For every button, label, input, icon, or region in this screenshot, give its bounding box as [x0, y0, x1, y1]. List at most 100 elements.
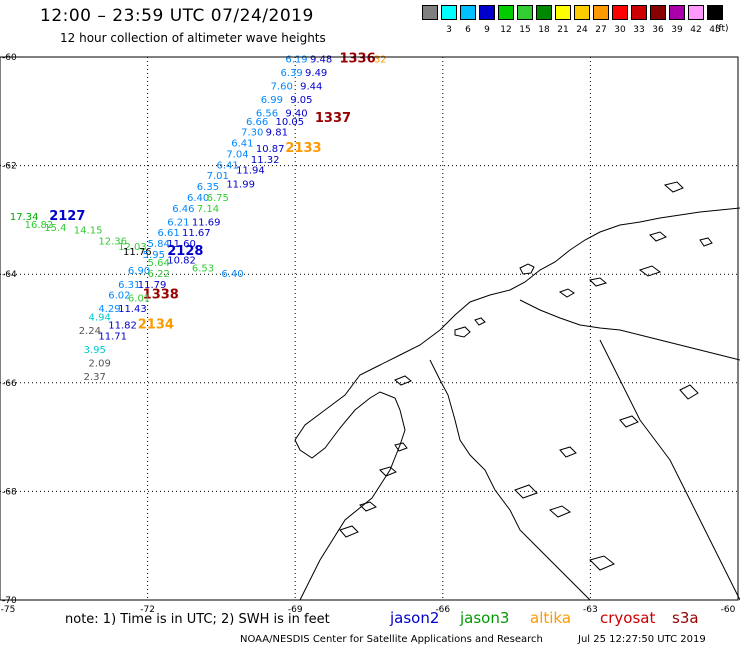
legend-level-label: 45	[709, 25, 721, 35]
wave-height-label: 6.39	[280, 68, 302, 79]
wave-height-label: 2127	[49, 209, 85, 224]
legend-swatch	[517, 5, 533, 20]
legend-swatch	[422, 5, 438, 20]
lon-tick-label: -63	[583, 605, 598, 615]
wave-height-label: 6.41	[231, 139, 253, 150]
wave-height-label: 3.95	[84, 345, 106, 356]
legend-level-label: 12	[500, 25, 512, 35]
page-title: 12:00 – 23:59 UTC 07/24/2019	[40, 6, 314, 26]
legend-swatch	[612, 5, 628, 20]
wave-height-label: 11.67	[182, 228, 211, 239]
wave-height-label: 9.81	[266, 128, 288, 139]
legend-swatch	[707, 5, 723, 20]
legend-swatch	[555, 5, 571, 20]
coastline	[294, 181, 740, 601]
legend-swatch	[631, 5, 647, 20]
wave-height-label: 5.84	[148, 239, 170, 250]
legend-swatch	[441, 5, 457, 20]
wave-height-label: 11.79	[138, 280, 167, 291]
lon-tick-label: -60	[721, 605, 736, 615]
wave-height-label: 2134	[138, 318, 174, 333]
wave-height-label: 6.41	[216, 160, 238, 171]
lat-tick-label: -60	[2, 53, 17, 63]
wave-height-label: 11.32	[251, 155, 280, 166]
wave-height-label: 1336	[339, 51, 375, 66]
wave-height-label: 2133	[285, 141, 321, 156]
lat-tick-label: -62	[2, 162, 17, 172]
legend-level-label: 30	[614, 25, 626, 35]
mission-label-s3a: s3a	[672, 609, 699, 627]
lon-tick-label: -72	[140, 605, 155, 615]
wave-height-label: 5.64	[148, 258, 170, 269]
legend-level-label: 24	[576, 25, 588, 35]
wave-height-label: 12.03	[118, 242, 147, 253]
wave-height-label: 11.71	[98, 331, 127, 342]
legend-level-label: 6	[465, 25, 471, 35]
lon-tick-label: -66	[435, 605, 450, 615]
legend-swatch	[498, 5, 514, 20]
wave-height-label: 6.53	[192, 263, 214, 274]
legend-level-label: 36	[652, 25, 664, 35]
wave-height-label: 14.15	[74, 225, 103, 236]
wave-height-label: 1337	[315, 111, 351, 126]
legend-level-label: 3	[446, 25, 452, 35]
wave-height-label: 11.82	[108, 321, 137, 332]
wave-height-label: 6.61	[157, 228, 179, 239]
wave-height-label: 11.60	[167, 239, 196, 250]
legend-swatch	[574, 5, 590, 20]
footer-note: note: 1) Time is in UTC; 2) SWH is in fe…	[65, 612, 330, 627]
wave-height-label: 6.75	[207, 193, 229, 204]
wave-height-label: 2128	[167, 244, 203, 259]
wave-height-label: 6.99	[261, 95, 283, 106]
wave-height-label: 12.36	[98, 236, 127, 247]
wave-height-label: 9.49	[305, 68, 327, 79]
wave-height-label: 10.87	[256, 144, 285, 155]
legend-level-label: 42	[690, 25, 702, 35]
wave-height-label: 9.44	[300, 82, 322, 93]
wave-height-label: 9.40	[285, 109, 307, 120]
wave-height-label: 7.14	[197, 204, 219, 215]
wave-height-label: 9.05	[290, 95, 312, 106]
wave-height-label: 16.82	[25, 220, 54, 231]
footer-timestamp: Jul 25 12:27:50 UTC 2019	[578, 634, 706, 645]
legend-swatch	[460, 5, 476, 20]
legend-level-label: 9	[484, 25, 490, 35]
lat-tick-label: -68	[2, 487, 17, 497]
page-subtitle: 12 hour collection of altimeter wave hei…	[60, 31, 326, 45]
legend-swatch	[669, 5, 685, 20]
wave-height-label: 6.19	[285, 54, 307, 65]
wave-height-label: 6.40	[187, 193, 209, 204]
wave-height-label: 6.35	[197, 182, 219, 193]
lon-tick-label: -75	[1, 605, 16, 615]
legend-level-label: 33	[633, 25, 645, 35]
axis-labels: -60 -62 -64 -66 -68 -70-75 -72 -69 -66 -63 -60	[1, 53, 736, 615]
wave-height-label: 6.40	[221, 269, 243, 280]
wave-height-label: 1338	[143, 288, 179, 303]
wave-height-label: 7.60	[271, 82, 293, 93]
legend-level-label: 39	[671, 25, 683, 35]
wave-height-label: 6.66	[246, 117, 268, 128]
legend-unit: (ft)	[715, 24, 729, 34]
footer-credit: NOAA/NESDIS Center for Satellite Applica…	[240, 634, 543, 645]
lat-tick-label: -66	[2, 379, 17, 389]
wave-height-label: 6.46	[172, 204, 194, 215]
wave-height-label: 15.4	[44, 223, 66, 234]
legend-swatch	[688, 5, 704, 20]
wave-height-label: 11.69	[192, 217, 221, 228]
wave-height-label: 7.30	[241, 128, 263, 139]
legend-swatch	[536, 5, 552, 20]
wave-height-label: 11.99	[226, 179, 255, 190]
wave-height-label: 11.76	[123, 247, 152, 258]
legend-swatch	[479, 5, 495, 20]
wave-height-label: 2.09	[89, 359, 111, 370]
wave-height-label: 6.01	[128, 293, 150, 304]
wave-height-label: 17.34	[10, 212, 39, 223]
wave-height-label: 11.94	[236, 166, 265, 177]
wave-height-label: 10.82	[167, 255, 196, 266]
wave-height-label: 4.29	[98, 304, 120, 315]
wave-height-label: 6.90	[128, 266, 150, 277]
lon-tick-label: -69	[288, 605, 303, 615]
legend-level-label: 21	[557, 25, 569, 35]
